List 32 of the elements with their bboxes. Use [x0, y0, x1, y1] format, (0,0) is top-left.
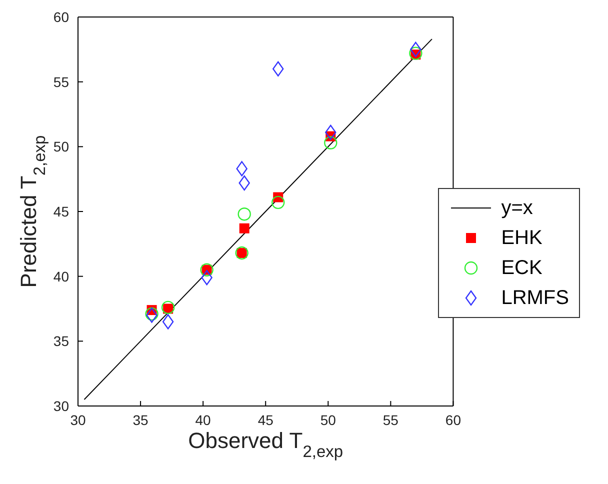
y-tick-label: 40 — [53, 268, 70, 284]
legend-label: ECK — [501, 256, 542, 280]
x-axis-title: Observed T$_{2,exp}$ — [188, 428, 344, 461]
y-tick-label: 60 — [53, 8, 70, 25]
point — [272, 196, 285, 210]
point — [236, 161, 248, 176]
y-tick-label: 45 — [53, 203, 70, 220]
point — [238, 175, 250, 191]
point — [201, 270, 212, 286]
x-tick-label: 55 — [382, 412, 399, 428]
y-tick-label: 35 — [53, 333, 70, 350]
point — [272, 61, 284, 76]
x-tick-label: 45 — [258, 412, 274, 428]
legend-label: LRMFS — [501, 286, 569, 310]
point — [162, 314, 174, 330]
x-tick-label: 35 — [132, 412, 149, 428]
y-tick-label: 30 — [53, 398, 70, 414]
point — [161, 300, 175, 314]
point — [410, 42, 422, 58]
point — [409, 46, 422, 60]
point — [324, 136, 338, 150]
x-tick-label: 50 — [320, 412, 336, 428]
point — [325, 124, 336, 140]
legend-label: y=x — [501, 196, 533, 220]
y-tick-label: 55 — [53, 74, 70, 90]
x-tick-label: 40 — [195, 412, 212, 428]
point — [238, 207, 251, 221]
point — [239, 223, 250, 234]
x-tick-label: 60 — [445, 412, 462, 428]
y-tick-label: 50 — [53, 138, 70, 155]
legend-label: EHK — [501, 226, 542, 250]
x-tick-label: 30 — [70, 412, 86, 428]
